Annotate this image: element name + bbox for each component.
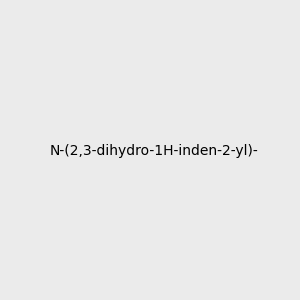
Text: N-(2,3-dihydro-1H-inden-2-yl)-: N-(2,3-dihydro-1H-inden-2-yl)- <box>50 145 258 158</box>
